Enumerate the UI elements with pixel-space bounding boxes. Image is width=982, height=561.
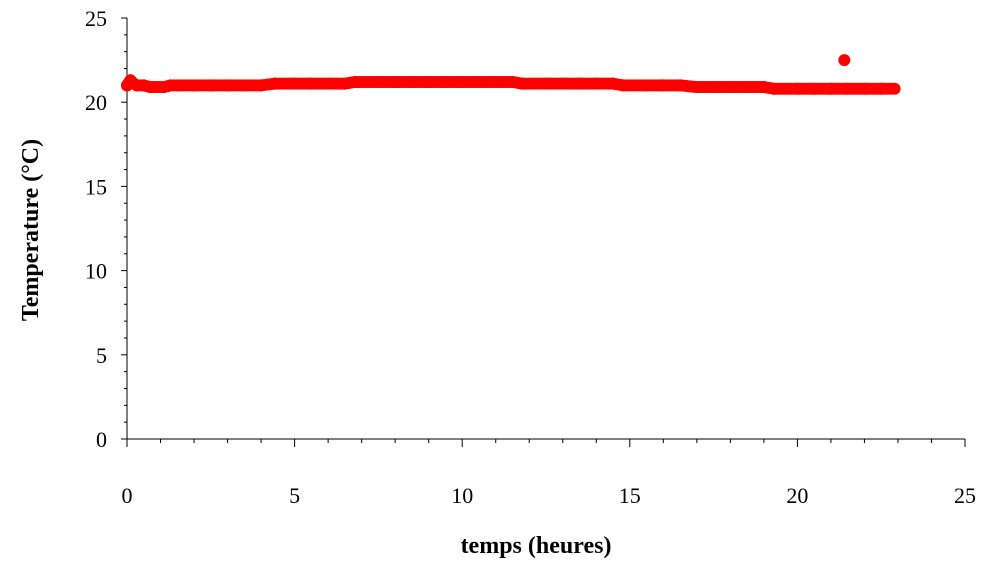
data-point [757,81,770,94]
y-tick-label: 0 [96,427,107,452]
data-points [121,54,901,95]
data-point [690,81,703,94]
data-point [305,77,318,90]
data-point [875,82,888,95]
x-tick-label: 5 [289,483,300,508]
x-axis-title: temps (heures) [461,533,612,559]
y-tick-label: 15 [85,174,107,199]
data-point [824,82,837,95]
data-point [439,75,452,88]
data-point [456,75,469,88]
data-point [888,82,901,95]
data-point [540,77,552,90]
data-point [204,79,217,92]
data-point [640,79,653,92]
x-tick-label: 10 [451,483,473,508]
x-tick-label: 20 [786,483,808,508]
data-point [188,79,201,92]
x-tick-label: 0 [122,483,133,508]
data-point [255,79,268,92]
data-point [590,77,603,90]
data-point [556,77,569,90]
data-point [573,77,586,90]
x-tick-label: 25 [954,483,976,508]
data-point [422,75,435,88]
data-point [372,75,385,88]
data-point [808,82,821,95]
data-point [221,79,234,92]
data-point [724,81,737,94]
data-point [389,75,402,88]
y-tick-label: 5 [96,343,107,368]
x-tick-label: 15 [619,483,641,508]
data-point [617,79,630,92]
data-point [607,77,620,90]
data-point [516,77,529,90]
data-point [791,82,804,95]
data-point [838,54,851,67]
data-point [657,79,670,92]
data-point [674,79,687,92]
data-point [506,75,519,88]
data-point [348,75,361,88]
data-point [338,77,351,90]
data-point [841,82,854,95]
data-point [858,82,871,95]
data-point [489,75,502,88]
y-tick-label: 25 [85,6,107,31]
data-point [405,75,418,88]
data-point [171,79,184,92]
ticks: 0 5 10 15 20 25 0 5 10 15 20 25 [85,6,976,508]
data-point [707,81,720,94]
data-point [741,81,754,94]
data-point [322,77,335,90]
data-point [288,77,301,90]
data-point [472,75,485,88]
data-point [238,79,251,92]
data-point [268,77,281,90]
y-tick-label: 20 [85,90,107,115]
y-axis-title: Temperature (°C) [18,139,44,321]
y-tick-label: 10 [85,259,107,284]
data-point [767,82,780,95]
